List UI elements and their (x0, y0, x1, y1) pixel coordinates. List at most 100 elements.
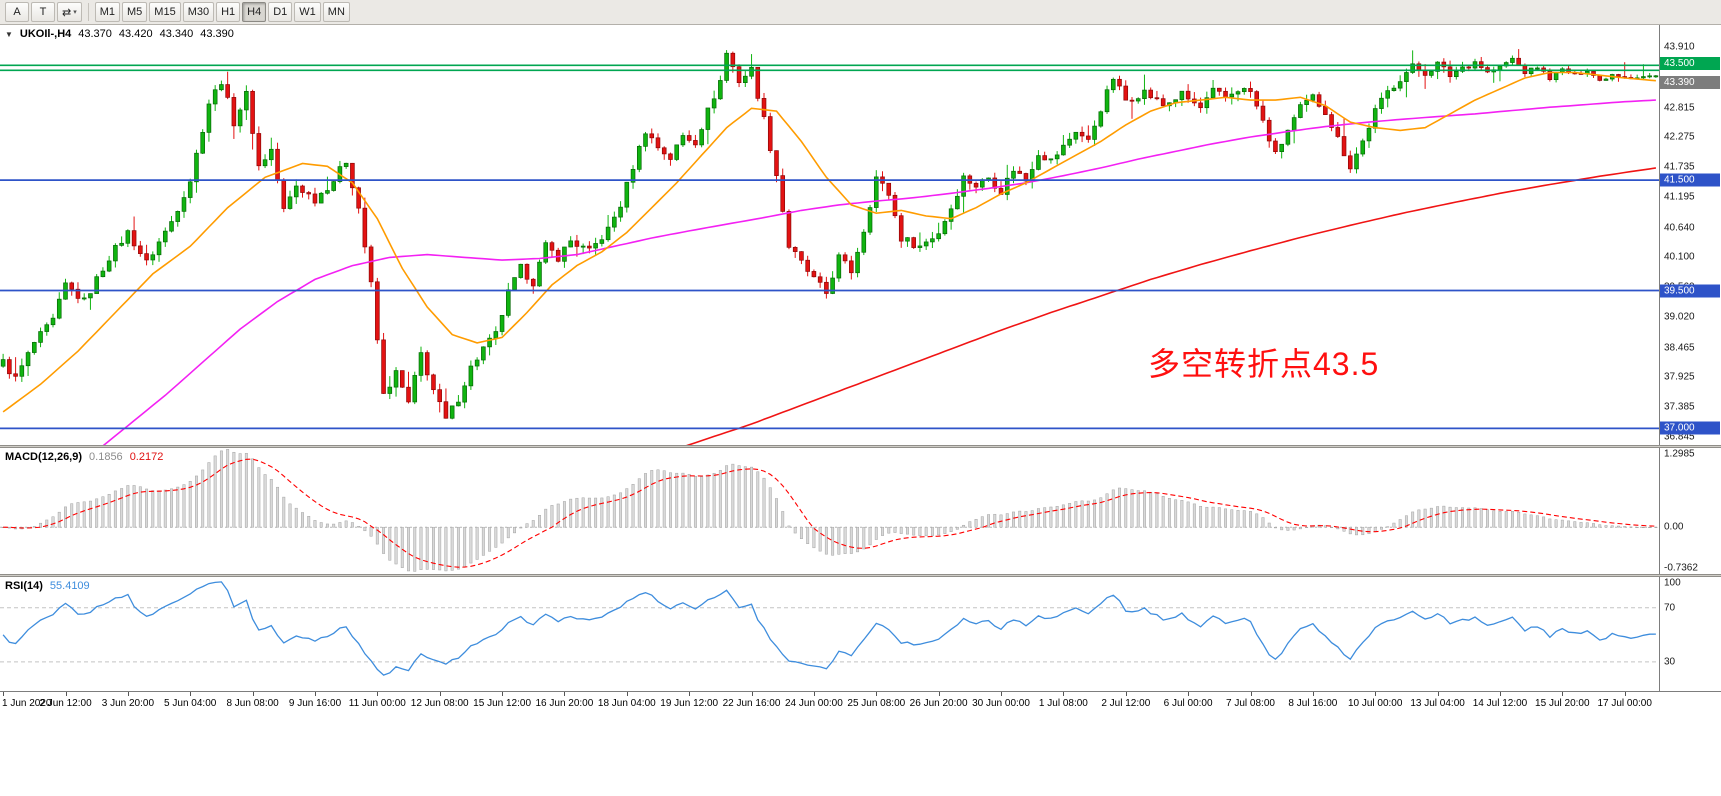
timeframe-w1-button[interactable]: W1 (294, 2, 321, 22)
rsi-axis-label: 30 (1664, 656, 1676, 668)
macd-plot (0, 449, 1659, 572)
time-axis-tick (377, 692, 379, 696)
ma-mid-line (102, 99, 1656, 445)
macd-panel[interactable]: 1.2985 0.00 -0.7362 MACD(12,26,9) 0.1856 0… (0, 448, 1721, 574)
panel-divider-2[interactable] (0, 574, 1721, 577)
panel-divider-1[interactable] (0, 445, 1721, 448)
time-axis-tick (1125, 692, 1127, 696)
price-axis-label: 41.735 (1664, 161, 1695, 173)
time-axis-tick (1250, 692, 1252, 696)
ohlc-low: 43.340 (159, 28, 194, 40)
time-axis-tick (127, 692, 129, 696)
time-axis-tick (1001, 692, 1002, 696)
price-axis-label: 38.465 (1664, 342, 1695, 354)
time-axis-label: 22 Jun 16:00 (722, 698, 781, 709)
symbol-period: UKOIl-,H4 (19, 28, 72, 40)
price-badge-resistance: 43.500 (1660, 56, 1720, 70)
window-background (0, 713, 1721, 796)
rsi-plot (0, 581, 1659, 676)
draw-tool-button[interactable]: ⇄ ▾ (57, 2, 82, 22)
time-axis-label: 12 Jun 08:00 (410, 698, 469, 709)
time-axis-label: 8 Jun 08:00 (226, 698, 279, 709)
price-badge-support-3: 37.000 (1660, 421, 1720, 435)
price-badge-support-1: 41.500 (1660, 173, 1720, 187)
rsi-label: RSI(14) (5, 580, 43, 592)
timeframe-group: M1 M5 M15 M30 H1 H4 D1 W1 MN (94, 0, 351, 24)
price-axis-label: 39.020 (1664, 311, 1695, 323)
rsi-panel[interactable]: 100 70 30 RSI(14) 55.4109 (0, 577, 1721, 691)
time-axis-label: 11 Jun 00:00 (348, 698, 406, 709)
time-axis-label: 30 Jun 00:00 (972, 698, 1030, 709)
macd-signal-line (3, 458, 1656, 568)
time-axis-tick (751, 692, 753, 696)
timeframe-m5-button[interactable]: M5 (122, 2, 148, 22)
chart-menu-icon[interactable]: ▼ (5, 30, 13, 39)
price-axis-label: 40.100 (1664, 251, 1695, 263)
drawing-tools-group: A T ⇄ ▾ (4, 0, 83, 24)
timeframe-mn-button[interactable]: MN (322, 2, 350, 22)
annotation-text[interactable]: 多空转折点43.5 (1148, 346, 1380, 382)
price-axis-label: 42.815 (1664, 102, 1695, 113)
time-axis-label: 26 Jun 20:00 (909, 698, 968, 709)
time-axis[interactable]: 1 Jun 2020 2 Jun 12:00 3 Jun 20:00 5 Jun 04… (0, 691, 1721, 713)
time-axis-tick (502, 692, 504, 696)
macd-axis-label: 0.00 (1664, 521, 1684, 533)
timeframe-m1-button[interactable]: M1 (94, 2, 121, 22)
time-axis-label: 17 Jul 00:00 (1597, 698, 1652, 709)
rsi-title: RSI(14) 55.4109 (5, 580, 90, 592)
time-axis-label: 1 Jul 08:00 (1038, 698, 1088, 709)
time-axis-label: 24 Jun 00:00 (784, 698, 843, 709)
time-axis-tick (1312, 692, 1314, 696)
time-axis-label: 6 Jul 00:00 (1163, 698, 1213, 709)
time-axis-tick (65, 692, 67, 696)
time-axis-tick (1063, 692, 1065, 696)
text-tool-button[interactable]: T (31, 2, 55, 22)
time-axis-label: 13 Jul 04:00 (1410, 698, 1465, 709)
time-axis-tick (439, 692, 441, 696)
time-axis-tick (689, 692, 691, 696)
macd-axis: 1.2985 0.00 -0.7362 (1659, 448, 1721, 574)
time-axis-label: 10 Jul 00:00 (1347, 698, 1403, 709)
ohlc-close: 43.390 (200, 28, 234, 40)
timeframe-d1-button[interactable]: D1 (268, 2, 293, 22)
time-axis-tick (1375, 692, 1377, 696)
time-axis-label: 15 Jul 20:00 (1535, 698, 1590, 709)
time-axis-tick (813, 692, 815, 696)
time-axis-tick (1188, 692, 1190, 696)
top-toolbar: A T ⇄ ▾ M1 M5 M15 M30 H1 H4 D1 W1 MN (0, 0, 1721, 25)
time-axis-tick (1624, 692, 1626, 696)
time-axis-label: 14 Jul 12:00 (1472, 698, 1528, 709)
price-axis-label: 42.275 (1664, 131, 1695, 143)
price-plot (0, 49, 1659, 445)
price-chart-panel[interactable]: 43.910 42.815 42.275 41.735 41.195 40.640 40.1… (0, 25, 1721, 445)
time-axis-label: 5 Jun 04:00 (164, 698, 217, 709)
macd-title: MACD(12,26,9) 0.1856 0.2172 (5, 451, 163, 463)
timeframe-m30-button[interactable]: M30 (182, 2, 215, 22)
time-axis-label: 7 Jul 08:00 (1226, 698, 1275, 709)
timeframe-h4-button[interactable]: H4 (242, 2, 267, 22)
ohlc-open: 43.370 (78, 28, 112, 40)
price-axis-label: 41.195 (1664, 191, 1695, 203)
timeframe-m15-button[interactable]: M15 (149, 2, 181, 22)
time-axis-label: 3 Jun 20:00 (101, 698, 155, 709)
font-tool-button[interactable]: A (5, 2, 29, 22)
price-axis-label: 43.910 (1664, 41, 1695, 53)
time-axis-tick (190, 692, 192, 696)
time-axis-tick (626, 692, 628, 696)
candles-layer (0, 49, 1659, 420)
macd-value-signal: 0.2172 (129, 451, 164, 463)
macd-axis-label: 1.2985 (1664, 448, 1695, 460)
time-axis-tick (3, 692, 5, 696)
time-axis-tick (876, 692, 878, 696)
price-badge-current-price: 43.390 (1660, 75, 1720, 89)
ohlc-high: 43.420 (118, 28, 153, 40)
time-axis-label: 1 Jun 2020 (2, 698, 52, 709)
time-axis-label: 19 Jun 12:00 (660, 698, 719, 709)
time-axis-tick (938, 692, 940, 696)
time-axis-tick (1562, 692, 1564, 696)
timeframe-h1-button[interactable]: H1 (216, 2, 241, 22)
macd-axis-label: -0.7362 (1664, 562, 1698, 574)
time-axis-label: 2 Jul 12:00 (1101, 698, 1151, 709)
rsi-value: 55.4109 (49, 580, 90, 592)
rsi-axis-label: 100 (1664, 577, 1681, 589)
